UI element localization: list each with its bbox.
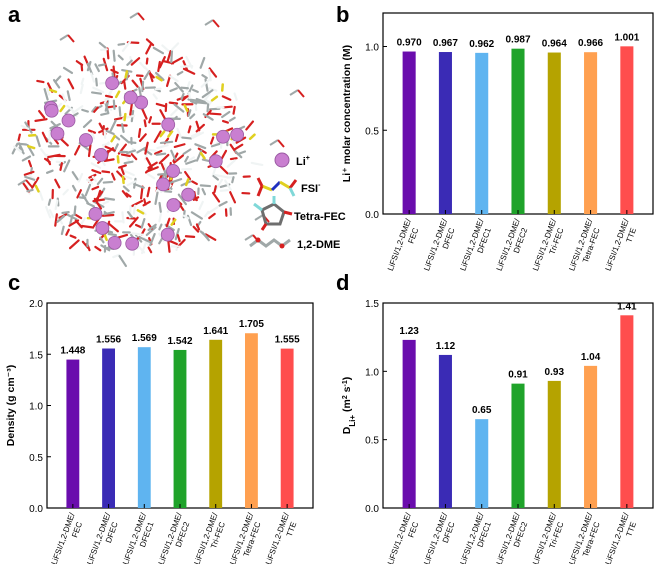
tetra-fec-icon — [253, 196, 293, 231]
data-label: 0.987 — [505, 35, 530, 46]
data-label: 0.93 — [545, 367, 565, 378]
panel-letter-d: d — [336, 270, 350, 295]
li-ion-icon — [274, 152, 290, 168]
data-label: 1.04 — [581, 352, 601, 363]
bar-dfec2 — [173, 349, 187, 508]
chart-density: 0.0 0.5 1.0 1.5 2.0 Density (g cm⁻³) 1.448 LiFS… — [5, 299, 314, 564]
bar-tetra-fec — [584, 52, 598, 214]
bar-tte — [280, 348, 294, 508]
y-tick-label: 0.0 — [365, 504, 379, 515]
bar-dfec1 — [137, 347, 151, 508]
data-label: 1.542 — [167, 336, 192, 347]
fsi-anion-icon — [256, 177, 298, 197]
bar-tetra-fec — [584, 365, 598, 508]
bar-dfec1 — [475, 419, 489, 508]
bar-tte — [620, 315, 634, 508]
y-tick-label: 1.5 — [29, 350, 43, 361]
data-label: 0.91 — [508, 370, 528, 381]
data-label: 1.23 — [399, 326, 419, 337]
y-tick-label: 0.0 — [365, 210, 379, 221]
data-label: 0.967 — [433, 38, 458, 49]
data-label: 0.966 — [578, 38, 603, 49]
data-label: 0.962 — [469, 39, 494, 50]
bar-fec — [402, 339, 416, 508]
y-tick-label: 0.5 — [29, 453, 43, 464]
bar-tte — [620, 46, 634, 214]
data-label: 1.555 — [275, 335, 300, 346]
legend-tetra-fec-label: Tetra-FEC — [294, 211, 346, 223]
bar-dfec — [102, 348, 115, 508]
x-category-label: LiFSI/1,2-DME/Tetra-FEC — [228, 511, 265, 564]
bar-dfec — [438, 354, 452, 508]
data-label: 1.641 — [203, 326, 228, 337]
chart-diffusion-coefficient: 0.0 0.5 1.0 1.5 DLi+ (m2 s-1) 1.23 LiFSI/1,2-D… — [341, 299, 654, 564]
x-category-label: LiFSI/1,2-DME/DFEC2 — [495, 511, 532, 564]
y-tick-label: 1.0 — [365, 43, 379, 54]
data-label: 0.970 — [397, 38, 422, 49]
x-category-label: LiFSI/1,2-DME/DFEC2 — [157, 511, 194, 564]
x-category-label: LiFSI/1,2-DME/DFEC1 — [458, 511, 495, 564]
bar-tri-fec — [547, 380, 561, 508]
dme-icon — [249, 237, 291, 249]
x-category-label: LiFSI/1,2-DME/FEC — [386, 511, 423, 564]
y-tick-label: 1.0 — [365, 367, 379, 378]
legend-fsi-label: FSI- — [301, 182, 321, 195]
data-label: 1.12 — [436, 341, 456, 352]
y-tick-label: 0.5 — [365, 126, 379, 137]
y-axis-label: Density (g cm⁻³) — [5, 365, 17, 446]
x-category-label: LiFSI/1,2-DME/TTE — [604, 511, 641, 564]
panel-letter-c: c — [8, 270, 21, 295]
x-category-label: LiFSI/1,2-DME/DFEC1 — [121, 511, 158, 564]
x-category-label: LiFSI/1,2-DME/FEC — [386, 217, 423, 276]
bar-tetra-fec — [245, 333, 258, 508]
data-label: 0.65 — [472, 405, 492, 416]
x-category-label: LiFSI/1,2-DME/DFEC1 — [458, 217, 495, 276]
bar-dfec — [438, 52, 452, 215]
legend-dme-label: 1,2-DME — [297, 239, 340, 251]
x-category-label: LiFSI/1,2-DME/Tetra-FEC — [567, 511, 604, 564]
y-tick-label: 2.0 — [29, 299, 43, 310]
x-category-label: LiFSI/1,2-DME/DFEC — [422, 511, 459, 564]
x-category-label: LiFSI/1,2-DME/TTE — [604, 217, 641, 276]
x-category-label: LiFSI/1,2-DME/TTE — [264, 511, 301, 564]
chart-li-concentration: 0.0 0.5 1.0 Li⁺ molar concentration (M) 0.97… — [341, 12, 654, 276]
bar-tri-fec — [547, 52, 561, 214]
data-label: 1.41 — [617, 301, 637, 312]
bar-dfec2 — [511, 383, 525, 508]
y-tick-label: 0.0 — [29, 504, 43, 515]
y-tick-label: 0.5 — [365, 436, 379, 447]
data-label: 1.448 — [60, 346, 85, 357]
bar-fec — [66, 359, 80, 508]
x-category-label: LiFSI/1,2-DME/FEC — [50, 511, 87, 564]
x-category-label: LiFSI/1,2-DME/Tri-FEC — [531, 217, 568, 276]
x-category-label: LiFSI/1,2-DME/Tri-FEC — [192, 511, 229, 564]
y-axis-label: DLi+ (m2 s-1) — [341, 377, 357, 435]
x-category-label: LiFSI/1,2-DME/DFEC — [422, 217, 459, 276]
x-category-label: LiFSI/1,2-DME/Tetra-FEC — [567, 217, 604, 276]
data-label: 1.001 — [614, 32, 639, 43]
panel-letter-a: a — [8, 2, 21, 27]
x-category-label: LiFSI/1,2-DME/DFEC2 — [495, 217, 532, 276]
species-legend: Li+ FSI- Tetra-FEC 1,2-DME — [249, 152, 346, 251]
bar-dfec1 — [475, 52, 489, 214]
legend-li-label: Li+ — [296, 155, 310, 168]
data-label: 1.556 — [96, 335, 121, 346]
bar-tri-fec — [209, 339, 223, 508]
y-tick-label: 1.5 — [365, 299, 379, 310]
data-label: 1.569 — [132, 333, 157, 344]
data-label: 0.964 — [542, 39, 567, 50]
md-simulation-snapshot — [11, 12, 305, 268]
data-label: 1.705 — [239, 319, 264, 330]
x-category-label: LiFSI/1,2-DME/Tri-FEC — [531, 511, 568, 564]
bar-fec — [402, 51, 416, 215]
y-axis-label: Li⁺ molar concentration (M) — [341, 45, 353, 182]
y-tick-label: 1.0 — [29, 402, 43, 413]
x-category-label: LiFSI/1,2-DME/DFEC — [85, 511, 122, 564]
bar-dfec2 — [511, 48, 525, 214]
panel-letter-b: b — [336, 2, 350, 27]
